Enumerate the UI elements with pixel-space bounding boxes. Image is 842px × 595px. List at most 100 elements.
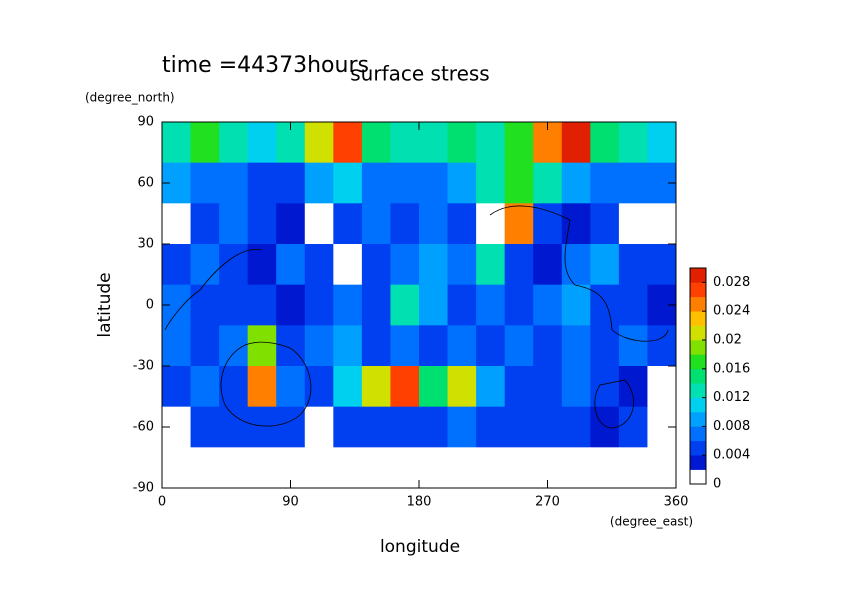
- contour-cell: [590, 162, 620, 204]
- contour-cell: [647, 447, 677, 489]
- contour-cell: [647, 366, 677, 408]
- x-tick-label: 180: [407, 495, 432, 510]
- contour-cell: [219, 162, 249, 204]
- contour-cell: [333, 284, 363, 326]
- contour-field: [162, 122, 677, 489]
- contour-cell: [561, 244, 591, 286]
- colorbar-swatch: [690, 296, 706, 312]
- contour-cell: [504, 366, 534, 408]
- contour-cell: [561, 122, 591, 164]
- contour-cell: [162, 122, 192, 164]
- contour-cell: [276, 244, 306, 286]
- contour-cell: [419, 244, 449, 286]
- contour-cell: [304, 122, 334, 164]
- contour-cell: [361, 406, 391, 448]
- contour-cell: [190, 122, 220, 164]
- contour-cell: [647, 325, 677, 367]
- colorbar-swatch: [690, 311, 706, 326]
- contour-cell: [476, 284, 506, 326]
- colorbar-swatch: [690, 426, 706, 442]
- contour-cell: [561, 203, 591, 245]
- contour-cell: [190, 325, 220, 367]
- contour-cell: [390, 284, 420, 326]
- chart-title: surface stress: [350, 62, 489, 86]
- contour-cell: [533, 284, 563, 326]
- contour-cell: [618, 203, 648, 245]
- contour-cell: [419, 122, 449, 164]
- contour-cell: [419, 406, 449, 448]
- contour-cell: [647, 203, 677, 245]
- x-unit: (degree_east): [610, 515, 693, 529]
- contour-cell: [618, 447, 648, 489]
- contour-cell: [304, 406, 334, 448]
- y-tick-label: -60: [133, 420, 154, 435]
- colorbar-swatch: [690, 268, 706, 283]
- contour-cell: [361, 244, 391, 286]
- contour-cell: [190, 406, 220, 448]
- contour-cell: [162, 203, 192, 245]
- contour-cell: [504, 122, 534, 164]
- contour-cell: [618, 406, 648, 448]
- contour-cell: [618, 162, 648, 204]
- x-tick-label: 270: [535, 495, 560, 510]
- contour-cell: [618, 122, 648, 164]
- contour-cell: [618, 244, 648, 286]
- contour-cell: [361, 162, 391, 204]
- contour-cell: [333, 162, 363, 204]
- contour-cell: [276, 325, 306, 367]
- contour-cell: [447, 447, 477, 489]
- contour-cell: [476, 162, 506, 204]
- contour-cell: [447, 203, 477, 245]
- contour-cell: [219, 366, 249, 408]
- contour-cell: [390, 325, 420, 367]
- contour-cell: [304, 162, 334, 204]
- contour-cell: [561, 406, 591, 448]
- contour-cell: [333, 203, 363, 245]
- contour-cell: [190, 244, 220, 286]
- contour-cell: [390, 122, 420, 164]
- contour-cell: [590, 244, 620, 286]
- contour-cell: [247, 325, 277, 367]
- contour-cell: [247, 122, 277, 164]
- contour-cell: [504, 162, 534, 204]
- colorbar-tick-label: 0.016: [713, 361, 750, 376]
- contour-cell: [333, 122, 363, 164]
- colorbar-tick-label: 0.008: [713, 419, 750, 434]
- contour-cell: [504, 203, 534, 245]
- contour-cell: [276, 406, 306, 448]
- y-unit: (degree_north): [85, 91, 175, 105]
- contour-cell: [162, 366, 192, 408]
- contour-cell: [247, 162, 277, 204]
- x-axis-label: longitude: [380, 537, 460, 557]
- contour-cell: [533, 366, 563, 408]
- contour-cell: [247, 203, 277, 245]
- contour-cell: [504, 244, 534, 286]
- contour-cell: [247, 447, 277, 489]
- contour-cell: [162, 447, 192, 489]
- contour-cell: [590, 203, 620, 245]
- colorbar-swatch: [690, 469, 706, 485]
- contour-cell: [447, 366, 477, 408]
- contour-cell: [476, 325, 506, 367]
- contour-cell: [304, 203, 334, 245]
- contour-cell: [190, 203, 220, 245]
- contour-cell: [561, 447, 591, 489]
- contour-cell: [533, 325, 563, 367]
- contour-cell: [533, 203, 563, 245]
- y-tick-label: 0: [146, 298, 154, 313]
- contour-cell: [361, 325, 391, 367]
- contour-cell: [590, 284, 620, 326]
- contour-cell: [390, 203, 420, 245]
- contour-cell: [190, 162, 220, 204]
- contour-cell: [533, 406, 563, 448]
- colorbar-swatch: [690, 282, 706, 298]
- contour-cell: [476, 244, 506, 286]
- colorbar-swatch: [690, 397, 706, 413]
- contour-cell: [504, 406, 534, 448]
- coastline: [164, 205, 669, 429]
- contour-cell: [476, 447, 506, 489]
- colorbar-tick-label: 0.02: [713, 333, 742, 348]
- contour-cell: [561, 366, 591, 408]
